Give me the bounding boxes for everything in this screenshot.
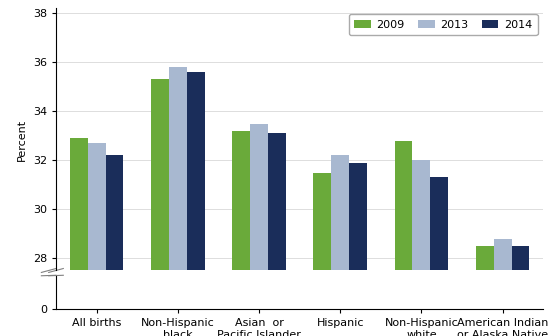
Bar	[332, 0, 349, 309]
Bar	[349, 163, 367, 336]
Bar	[250, 0, 268, 309]
Bar	[511, 246, 529, 336]
Bar	[105, 0, 123, 309]
Bar	[413, 160, 430, 336]
Bar	[151, 79, 169, 336]
Bar	[476, 0, 494, 309]
Bar	[395, 0, 413, 309]
Bar	[232, 0, 250, 309]
Bar	[70, 0, 88, 309]
Bar	[395, 141, 413, 336]
Bar	[88, 0, 105, 309]
Bar	[169, 0, 186, 309]
Legend: 2009, 2013, 2014: 2009, 2013, 2014	[348, 14, 538, 35]
Bar	[413, 0, 430, 309]
Bar	[169, 67, 186, 336]
Bar	[511, 0, 529, 309]
Bar	[314, 172, 332, 336]
Bar	[88, 143, 105, 336]
Bar	[430, 0, 448, 309]
Bar	[105, 155, 123, 336]
Bar	[186, 72, 204, 336]
Bar	[70, 138, 88, 336]
Bar	[314, 0, 332, 309]
Bar	[268, 0, 286, 309]
Bar	[232, 131, 250, 336]
Bar	[494, 239, 511, 336]
Bar	[268, 133, 286, 336]
Bar	[186, 0, 204, 309]
Bar	[250, 124, 268, 336]
Y-axis label: Percent: Percent	[17, 118, 27, 161]
Bar	[430, 177, 448, 336]
Bar	[349, 0, 367, 309]
Bar	[332, 155, 349, 336]
Bar	[151, 0, 169, 309]
Bar	[494, 0, 511, 309]
Bar	[476, 246, 494, 336]
